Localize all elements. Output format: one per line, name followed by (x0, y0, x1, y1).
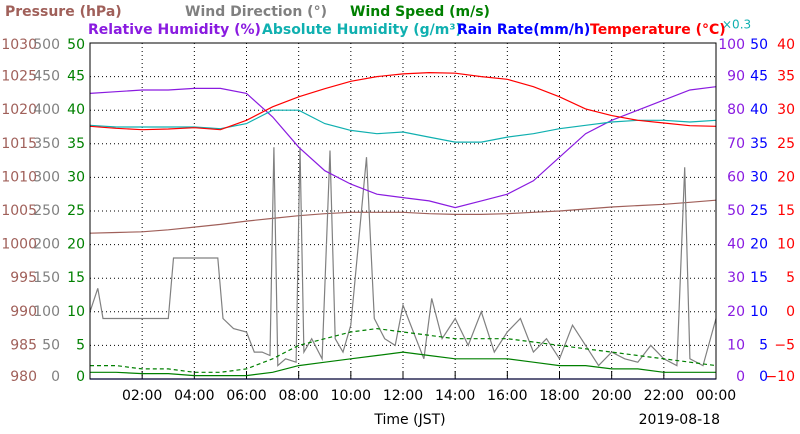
y-tick-label: 10 (727, 337, 745, 353)
y-tick-label: 100 (718, 37, 745, 53)
legend-label: Pressure (hPa) (5, 4, 122, 20)
y-tick-label: 20 (67, 237, 85, 253)
y-tick-label: 10 (750, 304, 768, 320)
legend-label: Temperature (°C) (590, 22, 726, 38)
y-tick-label: 50 (67, 37, 85, 53)
x-tick-label: 22:00 (644, 388, 684, 404)
date-label: 2019-08-18 (639, 412, 720, 428)
y-tick-label: 0 (736, 369, 745, 385)
y-tick-label: 150 (33, 270, 60, 286)
y-tick-label: 1020 (1, 102, 37, 118)
y-tick-label: 10 (67, 304, 85, 320)
y-tick-label: 0 (51, 369, 60, 385)
y-tick-label: 1025 (1, 69, 37, 85)
y-tick-label: 50 (42, 337, 60, 353)
y-tick-label: 0 (76, 369, 85, 385)
x-tick-label: 04:00 (174, 388, 214, 404)
y-tick-label: 30 (777, 102, 795, 118)
x-tick-label: 08:00 (278, 388, 318, 404)
plot-frame (89, 42, 717, 380)
y-tick-label: 70 (727, 136, 745, 152)
x-tick-label: 12:00 (383, 388, 423, 404)
y-tick-label: 50 (750, 37, 768, 53)
series-line (89, 86, 717, 209)
y-tick-label: 400 (33, 102, 60, 118)
y-tick-label: 20 (777, 169, 795, 185)
y-tick-label: 980 (10, 369, 37, 385)
y-tick-label: 25 (777, 136, 795, 152)
y-tick-label: 5 (759, 337, 768, 353)
y-tick-label: 995 (10, 270, 37, 286)
y-tick-label: 1010 (1, 169, 37, 185)
series-line (89, 199, 717, 234)
y-tick-label: 30 (67, 169, 85, 185)
legend-label: Wind Direction (°) (185, 4, 327, 20)
x-tick-label: 14:00 (435, 388, 475, 404)
y-tick-label: −10 (765, 369, 795, 385)
x-tick-label: 20:00 (591, 388, 631, 404)
x-tick-label: 00:00 (696, 388, 736, 404)
y-tick-label: 60 (727, 169, 745, 185)
y-tick-label: 100 (33, 304, 60, 320)
y-tick-label: 450 (33, 69, 60, 85)
y-tick-label: 350 (33, 136, 60, 152)
y-tick-label: 80 (727, 102, 745, 118)
y-tick-label: 0 (786, 304, 795, 320)
y-tick-label: 15 (67, 270, 85, 286)
y-tick-label: −5 (774, 337, 795, 353)
y-tick-label: 25 (750, 203, 768, 219)
y-tick-label: 45 (750, 69, 768, 85)
y-tick-label: 1000 (1, 237, 37, 253)
y-tick-label: 35 (750, 136, 768, 152)
y-tick-label: 35 (777, 69, 795, 85)
y-tick-label: 15 (777, 203, 795, 219)
series-line (89, 71, 717, 131)
legend-label: Relative Humidity (%) (88, 22, 261, 38)
series-line (89, 109, 717, 143)
y-tick-label: 500 (33, 37, 60, 53)
y-tick-label: 45 (67, 69, 85, 85)
x-tick-label: 02:00 (122, 388, 162, 404)
y-tick-label: 985 (10, 337, 37, 353)
y-tick-label: 5 (76, 337, 85, 353)
y-tick-label: 200 (33, 237, 60, 253)
y-tick-label: 10 (777, 237, 795, 253)
y-tick-label: 250 (33, 203, 60, 219)
y-tick-label: 20 (750, 237, 768, 253)
series-line (90, 351, 716, 377)
y-tick-label: 30 (750, 169, 768, 185)
y-tick-label: 30 (727, 270, 745, 286)
y-tick-label: 990 (10, 304, 37, 320)
x-tick-label: 06:00 (226, 388, 266, 404)
x-tick-label: 18:00 (539, 388, 579, 404)
legend-label: Wind Speed (m/s) (350, 4, 490, 20)
y-tick-label: 0 (759, 369, 768, 385)
legend-label: Absolute Humidity (g/m³) (262, 22, 462, 38)
y-tick-label: 1005 (1, 203, 37, 219)
y-tick-label: 35 (67, 136, 85, 152)
y-tick-label: 25 (67, 203, 85, 219)
x-tick-label: 16:00 (487, 388, 527, 404)
y-tick-label: 40 (727, 237, 745, 253)
y-tick-label: 50 (727, 203, 745, 219)
x-tick-label: 10:00 (331, 388, 371, 404)
x-axis-label: Time (JST) (373, 412, 445, 428)
y-tick-label: 90 (727, 69, 745, 85)
y-tick-label: 20 (727, 304, 745, 320)
y-tick-label: 300 (33, 169, 60, 185)
y-tick-label: 1030 (1, 37, 37, 53)
legend-label: Rain Rate(mm/h) (457, 22, 590, 38)
y-tick-label: 5 (786, 270, 795, 286)
y-tick-label: 15 (750, 270, 768, 286)
y-tick-label: 40 (777, 37, 795, 53)
y-tick-label: 40 (750, 102, 768, 118)
y-tick-label: 1015 (1, 136, 37, 152)
y-tick-label: 40 (67, 102, 85, 118)
scale-note: ×0.3 (722, 18, 751, 32)
series-line (89, 147, 717, 367)
